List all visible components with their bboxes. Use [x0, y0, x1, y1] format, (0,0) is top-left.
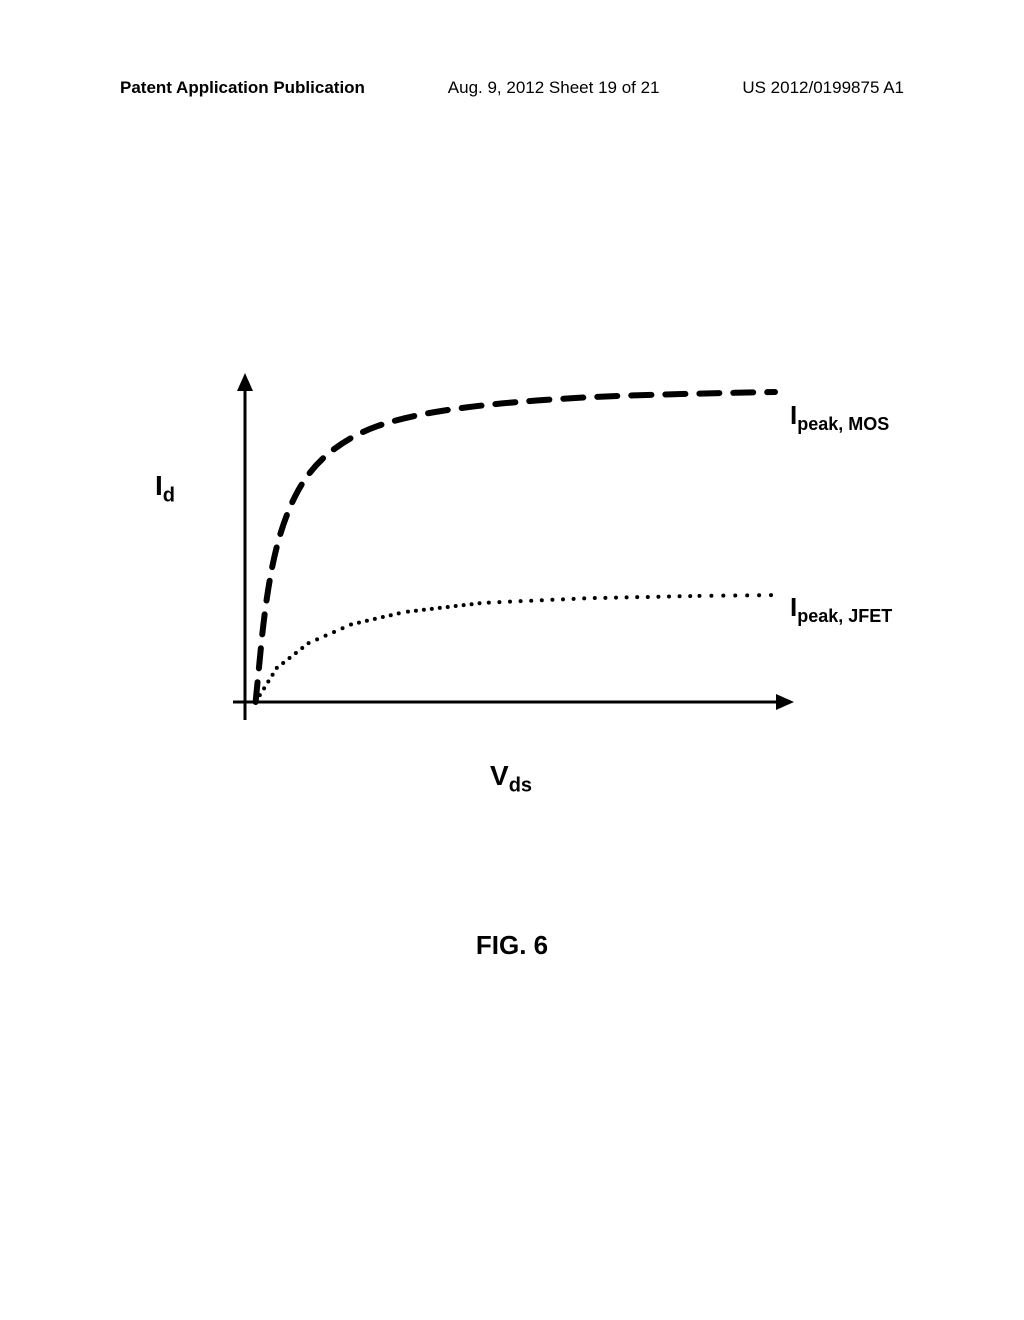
jfet-curve [254, 593, 773, 704]
page-header: Patent Application Publication Aug. 9, 2… [120, 78, 904, 98]
iv-chart [140, 370, 880, 750]
chart-svg [140, 370, 880, 750]
header-date-sheet: Aug. 9, 2012 Sheet 19 of 21 [448, 78, 660, 98]
jfet-curve-label: Ipeak, JFET [790, 592, 892, 627]
x-axis-label: Vds [490, 760, 532, 798]
chart-axes [233, 373, 794, 720]
mos-curve-label: Ipeak, MOS [790, 400, 889, 435]
header-patent-number: US 2012/0199875 A1 [742, 78, 904, 98]
figure-caption: FIG. 6 [0, 930, 1024, 961]
mos-curve [256, 392, 775, 702]
header-publication-label: Patent Application Publication [120, 78, 365, 98]
